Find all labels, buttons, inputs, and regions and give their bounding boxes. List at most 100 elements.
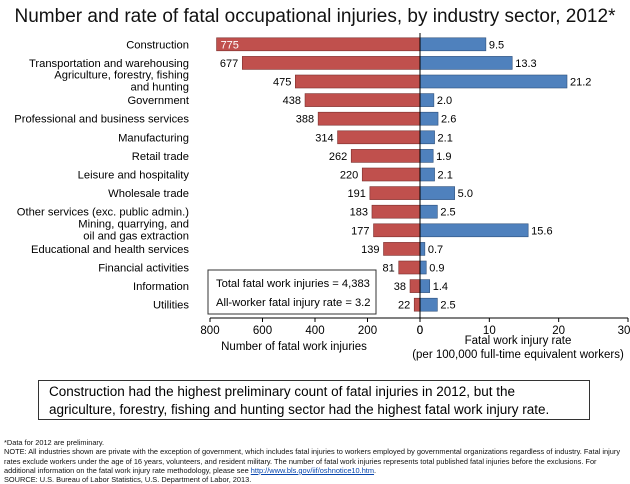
right-x-axis-subtitle: (per 100,000 full-time equivalent worker… (412, 349, 624, 361)
right-x-tick-label: 30 (618, 325, 630, 337)
category-label: Agriculture, forestry, fishing and huntin… (54, 70, 189, 94)
count-bar (369, 186, 421, 200)
count-bar (409, 279, 421, 293)
rate-bar (419, 149, 434, 163)
rate-data-label: 13.3 (515, 58, 536, 70)
rate-bar (419, 186, 455, 200)
category-label: Utilities (153, 300, 189, 312)
count-data-label: 775 (221, 39, 239, 51)
rate-data-label: 2.0 (437, 95, 452, 107)
count-data-label: 177 (351, 225, 369, 237)
totals-box (207, 269, 377, 315)
rate-data-label: 2.5 (440, 207, 455, 219)
category-label: Information (133, 281, 189, 293)
count-data-label: 22 (398, 300, 410, 312)
left-x-tick-label: 400 (305, 325, 324, 337)
rate-bar (419, 204, 438, 219)
count-data-label: 314 (315, 132, 333, 144)
category-label: Manufacturing (118, 132, 189, 144)
rate-data-label: 2.1 (438, 132, 453, 144)
rate-bar (419, 111, 439, 126)
count-data-label: 38 (394, 281, 406, 293)
rate-bar (419, 279, 431, 293)
all-worker-rate-text: All-worker fatal injury rate = 3.2 (216, 297, 371, 309)
category-label: Wholesale trade (108, 188, 189, 200)
left-x-tick-label: 200 (358, 325, 377, 337)
rate-bar (419, 297, 438, 312)
category-label: Retail trade (132, 151, 189, 163)
rate-bar (419, 223, 529, 238)
category-label: Educational and health services (31, 244, 189, 256)
left-x-axis-title: Number of fatal work injuries (221, 341, 367, 353)
count-bar (337, 130, 421, 145)
footnote-data-note: *Data for 2012 are preliminary. (4, 438, 105, 447)
category-label: Professional and business services (14, 114, 189, 126)
rate-bar (419, 37, 487, 52)
count-bar (304, 93, 421, 107)
category-label: Leisure and hospitality (78, 170, 190, 182)
category-label: Mining, quarrying, and oil and gas extrac… (78, 218, 189, 242)
rate-data-label: 5.0 (458, 188, 473, 200)
footnotes: *Data for 2012 are preliminary. NOTE: Al… (4, 438, 626, 484)
rate-bar (419, 74, 568, 89)
rate-data-label: 0.9 (429, 263, 444, 275)
count-data-label: 183 (350, 207, 368, 219)
rate-data-label: 2.6 (441, 114, 456, 126)
left-x-tick-label: 0 (417, 325, 423, 337)
right-x-tick-label: 10 (483, 325, 496, 337)
count-data-label: 220 (340, 170, 358, 182)
count-bar (241, 56, 421, 70)
count-data-label: 81 (382, 263, 394, 275)
category-label: Other services (exc. public admin.) (17, 207, 189, 219)
rate-data-label: 21.2 (570, 77, 591, 89)
category-label: Government (127, 95, 189, 107)
count-bar (361, 167, 421, 182)
count-bar (371, 204, 421, 219)
count-bar (295, 74, 421, 89)
count-data-label: 677 (220, 58, 238, 70)
right-x-tick-label: 0 (417, 325, 423, 337)
count-bar (216, 37, 421, 52)
category-label: Construction (126, 39, 189, 51)
rate-bar (419, 56, 513, 70)
chart-title: Number and rate of fatal occupational in… (14, 6, 616, 27)
rate-bar (419, 93, 435, 107)
rate-bar (419, 242, 426, 256)
count-bar (413, 297, 421, 312)
count-bar (398, 260, 421, 275)
rate-data-label: 0.7 (428, 244, 443, 256)
rate-bar (419, 167, 435, 182)
category-label: Financial activities (98, 263, 189, 275)
right-x-axis-title: Fatal work injury rate (465, 335, 572, 347)
rate-data-label: 2.5 (440, 300, 455, 312)
rate-data-label: 1.9 (436, 151, 451, 163)
rate-bar (419, 130, 435, 145)
footnote-note-text: NOTE: All industries shown are private w… (4, 447, 621, 475)
count-data-label: 438 (283, 95, 301, 107)
callout-box: Construction had the highest preliminary… (38, 380, 590, 420)
footnote-source: SOURCE: U.S. Bureau of Labor Statistics,… (4, 475, 252, 484)
rate-bar (419, 260, 427, 275)
count-data-label: 262 (329, 151, 347, 163)
count-data-label: 388 (296, 114, 314, 126)
count-bar (373, 223, 421, 238)
footnote-note-end: . (374, 465, 377, 475)
count-bar (383, 242, 421, 256)
footnote-note: NOTE: All industries shown are private w… (4, 447, 626, 475)
left-x-tick-label: 800 (200, 325, 219, 337)
count-data-label: 475 (273, 77, 291, 89)
rate-data-label: 9.5 (489, 39, 504, 51)
count-bar (350, 149, 421, 163)
footnote-link[interactable]: http://www.bls.gov/iif/oshnotice10.htm (250, 465, 375, 475)
rate-data-label: 2.1 (438, 170, 453, 182)
count-data-label: 139 (361, 244, 379, 256)
rate-data-label: 1.4 (433, 281, 448, 293)
total-injuries-text: Total fatal work injuries = 4,383 (216, 278, 370, 290)
bar-chart: Construction 775 9.5 Transportation and war… (14, 33, 630, 361)
left-x-tick-label: 600 (253, 325, 272, 337)
right-x-tick-label: 20 (552, 325, 565, 337)
count-data-label: 191 (348, 188, 366, 200)
rate-data-label: 15.6 (531, 225, 552, 237)
count-bar (317, 111, 421, 126)
category-label: Transportation and warehousing (29, 58, 189, 70)
